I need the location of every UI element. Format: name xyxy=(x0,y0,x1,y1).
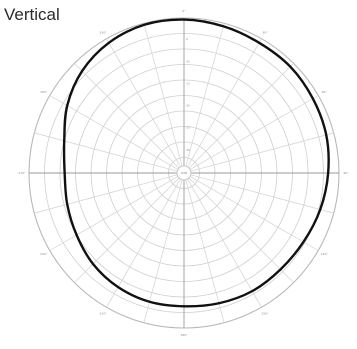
grid-spoke-150 xyxy=(187,178,262,308)
center-hub xyxy=(176,165,192,181)
chart-title: Vertical xyxy=(4,5,60,24)
radial-label-5: -30 xyxy=(186,148,191,152)
angle-label-90: 90° xyxy=(343,171,349,175)
radial-label-1: -10 xyxy=(186,59,191,63)
angle-label-210: 210° xyxy=(99,311,107,315)
grid-spoke-15 xyxy=(185,23,225,167)
grid-spoke-240 xyxy=(49,176,179,251)
grid-spoke-120 xyxy=(189,176,319,251)
grid-spoke-210 xyxy=(106,178,181,308)
center-label: 0dBi xyxy=(181,171,188,175)
angle-label-120: 120° xyxy=(321,252,329,256)
grid-spokes xyxy=(29,18,339,328)
grid-spoke-330 xyxy=(106,38,181,168)
angle-label-300: 300° xyxy=(40,90,48,94)
angle-label-330: 330° xyxy=(99,31,107,35)
grid-spoke-315 xyxy=(74,63,180,169)
grid-spoke-225 xyxy=(74,177,180,283)
grid-spoke-60 xyxy=(189,95,319,170)
grid-spoke-195 xyxy=(143,179,183,323)
series-layer xyxy=(62,18,330,308)
grid-spoke-105 xyxy=(190,174,334,214)
grid-spoke-285 xyxy=(34,132,178,172)
angle-label-30: 30° xyxy=(262,31,268,35)
grid-spoke-30 xyxy=(187,38,262,168)
angle-label-60: 60° xyxy=(322,90,328,94)
angle-label-180: 180° xyxy=(180,333,188,337)
angle-label-150: 150° xyxy=(261,311,269,315)
grid-spoke-75 xyxy=(190,132,334,172)
radial-label-2: -15 xyxy=(186,81,191,85)
angle-label-0: 0° xyxy=(182,9,186,13)
grid-spoke-165 xyxy=(185,179,225,323)
radial-labels: -5 -10 -15 -20 -25 -30 xyxy=(186,37,191,152)
grid-spoke-45 xyxy=(188,63,294,169)
grid-spoke-300 xyxy=(49,95,179,170)
series-curve-0 xyxy=(62,18,330,308)
angle-label-240: 240° xyxy=(40,252,48,256)
radial-label-4: -25 xyxy=(186,126,191,130)
angle-label-270: 270° xyxy=(18,171,26,175)
grid-spoke-255 xyxy=(34,174,178,214)
radial-label-3: -20 xyxy=(186,104,191,108)
grid-spoke-345 xyxy=(143,23,183,167)
angle-labels: 0° 30° 60° 90° 120° 150° 180° 210° 240° 270° 300° 3… xyxy=(18,9,349,337)
radial-label-0: -5 xyxy=(186,37,189,41)
grid-spoke-135 xyxy=(188,177,294,283)
